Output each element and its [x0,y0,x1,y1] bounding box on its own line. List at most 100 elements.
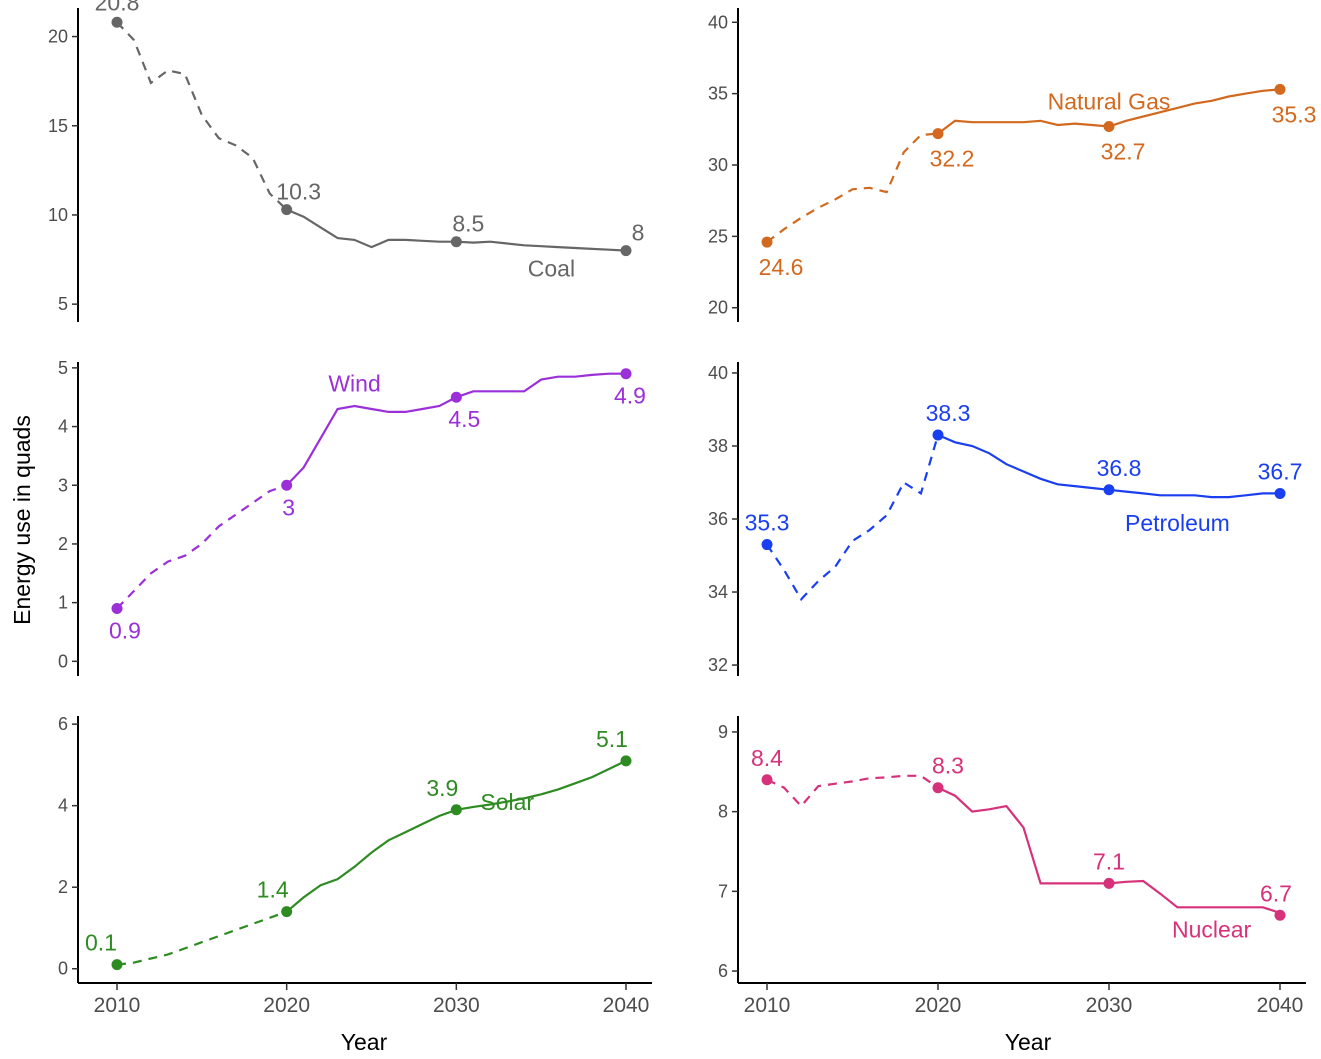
top-left-data-point [111,16,123,28]
middle-left-series-historical-line [116,484,288,610]
bottom-right-data-label: 8.3 [932,753,964,779]
top-left-y-tick-label: 20 [48,27,68,47]
bottom-left-y-tick-label: 2 [58,877,68,897]
bottom-right-data-label: 8.4 [751,745,783,771]
y-axis-title: Energy use in quads [9,415,35,625]
middle-left-data-label: 4.9 [614,383,646,409]
top-right-series-name-label: Natural Gas [1048,88,1171,114]
bottom-left-data-label: 5.1 [596,726,628,752]
x-axis-title-left: Year [341,1029,388,1055]
bottom-right-data-point [1103,877,1115,889]
top-left-series-name-label: Coal [528,256,575,282]
middle-right-data-point [1274,487,1286,499]
middle-right-data-point [932,429,944,441]
bottom-left-y-tick-label: 0 [58,959,68,979]
bottom-left-data-label: 1.4 [257,877,289,903]
middle-left-data-point [450,391,462,403]
top-left-y-tick-label: 5 [58,294,68,314]
top-left-data-point [450,236,462,248]
middle-right-y-tick-label: 38 [708,436,728,456]
bottom-right-x-tick-label: 2040 [1257,994,1304,1017]
middle-left-y-tick-label: 4 [58,417,68,437]
bottom-right-series-name-label: Nuclear [1172,916,1252,942]
bottom-right-y-tick-label: 9 [718,722,728,742]
top-right-data-label: 35.3 [1272,101,1317,127]
top-right-y-tick-label: 25 [708,226,728,246]
bottom-left-series-historical-line [116,910,288,966]
middle-left-y-tick-label: 0 [58,651,68,671]
middle-left-data-label: 0.9 [109,618,141,644]
bottom-right-data-point [932,782,944,794]
middle-left-y-tick-label: 1 [58,593,68,613]
top-right-y-tick-label: 20 [708,298,728,318]
top-left-data-label: 10.3 [276,179,321,205]
bottom-left-y-tick-label: 4 [58,796,68,816]
top-right-y-tick-label: 40 [708,12,728,32]
bottom-right-data-point [761,774,773,786]
middle-right-data-label: 35.3 [745,510,790,536]
middle-left-data-point [281,479,293,491]
middle-right-data-label: 36.7 [1258,458,1303,484]
top-right-data-label: 32.2 [930,146,975,172]
top-right-series-historical-line [766,132,939,243]
top-right-data-label: 24.6 [759,254,804,280]
bottom-left-data-point [450,804,462,816]
x-axis-title-right: Year [1005,1029,1052,1055]
bottom-left-x-tick-label: 2040 [603,994,650,1017]
bottom-left-data-point [620,755,632,767]
top-left-data-point [281,204,293,216]
bottom-left-data-label: 0.1 [85,930,117,956]
middle-right-y-tick-label: 32 [708,655,728,675]
top-right-data-point [761,236,773,248]
top-right-y-tick-label: 30 [708,155,728,175]
top-left-data-label: 20.8 [95,0,140,15]
bottom-right-series-historical-line [766,774,939,808]
middle-right-data-point [1103,484,1115,496]
top-left-data-point [620,245,632,257]
middle-left-y-tick-label: 3 [58,475,68,495]
top-right-data-point [1103,120,1115,132]
bottom-right-x-tick-label: 2030 [1086,994,1133,1017]
middle-left-data-point [620,368,632,380]
bottom-right-data-label: 7.1 [1093,848,1125,874]
top-right-y-tick-label: 35 [708,84,728,104]
middle-left-data-label: 4.5 [448,406,480,432]
top-left-data-label: 8.5 [452,211,484,237]
middle-left-y-tick-label: 2 [58,534,68,554]
middle-right-y-tick-label: 34 [708,582,728,602]
middle-right-series-historical-line [766,434,940,602]
bottom-left-series-name-label: Solar [480,789,534,815]
bottom-left-data-label: 3.9 [426,775,458,801]
middle-right-data-label: 36.8 [1097,455,1142,481]
middle-right-y-tick-label: 36 [708,509,728,529]
bottom-left-data-point [281,906,293,918]
middle-right-series-name-label: Petroleum [1125,510,1230,536]
middle-left-data-label: 3 [282,494,295,520]
top-left-series-historical-line [116,21,288,211]
bottom-left-data-point [111,959,123,971]
bottom-right-x-tick-label: 2020 [915,994,962,1017]
top-left-y-tick-label: 10 [48,205,68,225]
bottom-right-data-label: 6.7 [1260,880,1292,906]
top-right-data-point [932,128,944,140]
bottom-left-x-tick-label: 2030 [433,994,480,1017]
middle-right-y-tick-label: 40 [708,363,728,383]
middle-right-data-point [761,539,773,551]
middle-left-y-tick-label: 5 [58,358,68,378]
middle-left-series-name-label: Wind [328,370,380,396]
bottom-right-x-tick-label: 2010 [744,994,791,1017]
bottom-right-data-point [1274,909,1286,921]
top-left-data-label: 8 [632,220,645,246]
top-left-y-tick-label: 15 [48,116,68,136]
bottom-left-x-tick-label: 2010 [94,994,141,1017]
bottom-right-y-tick-label: 8 [718,802,728,822]
middle-right-data-label: 38.3 [926,400,971,426]
bottom-right-y-tick-label: 7 [718,881,728,901]
bottom-left-y-tick-label: 6 [58,714,68,734]
top-right-data-label: 32.7 [1101,138,1146,164]
bottom-right-y-tick-label: 6 [718,961,728,981]
middle-left-data-point [111,603,123,615]
top-right-data-point [1274,83,1286,95]
bottom-left-x-tick-label: 2020 [263,994,310,1017]
